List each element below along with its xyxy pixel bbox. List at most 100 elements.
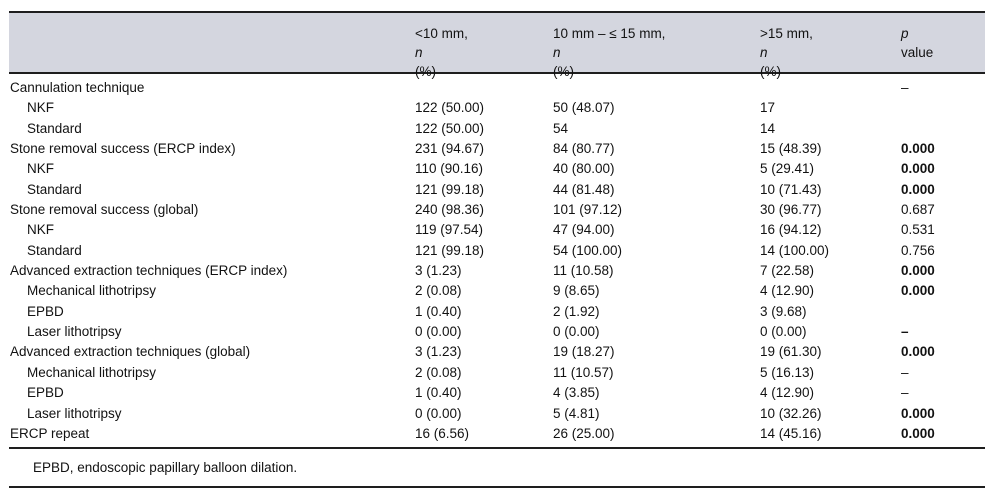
cell-pvalue: 0.000 xyxy=(901,344,935,360)
header-line2: n (%) xyxy=(760,45,781,79)
cell-gt15mm: 0 (0.00) xyxy=(760,324,807,340)
header-bottom-rule xyxy=(9,72,985,74)
cell-10to15mm: 9 (8.65) xyxy=(553,283,600,299)
row-label: EPBD xyxy=(27,385,64,401)
cell-gt15mm: 4 (12.90) xyxy=(760,283,815,299)
footnote-text: EPBD, endoscopic papillary balloon dilat… xyxy=(33,460,298,476)
row-label: Cannulation technique xyxy=(10,80,145,95)
table-row: NKF 119 (97.54) 47 (94.00) 16 (94.12) 0.… xyxy=(9,220,985,240)
cell-pvalue: 0.000 xyxy=(901,405,935,421)
cell-10to15mm: 50 (48.07) xyxy=(553,100,615,116)
row-label: ERCP repeat xyxy=(10,425,90,441)
table-row: Stone removal success (ERCP index) 231 (… xyxy=(9,139,985,159)
cell-pvalue: 0.531 xyxy=(901,222,935,238)
row-label: Laser lithotripsy xyxy=(27,324,122,340)
row-label: NKF xyxy=(27,161,54,177)
cell-pvalue: 0.000 xyxy=(901,425,935,441)
cell-gt15mm: 14 (45.16) xyxy=(760,425,822,441)
table-row: Stone removal success (global) 240 (98.3… xyxy=(9,200,985,220)
cell-lt10mm: 122 (50.00) xyxy=(415,120,485,136)
cell-pvalue xyxy=(901,119,985,139)
table-top-rule xyxy=(9,11,985,13)
cell-lt10mm: 110 (90.16) xyxy=(415,161,484,177)
table-row: Mechanical lithotripsy 2 (0.08) 9 (8.65)… xyxy=(9,281,985,301)
table-row: EPBD 1 (0.40) 4 (3.85) 4 (12.90) – xyxy=(9,383,985,403)
cell-pvalue: 0.000 xyxy=(901,161,935,177)
cell-lt10mm: 121 (99.18) xyxy=(415,242,485,258)
cell-gt15mm: 4 (12.90) xyxy=(760,385,815,401)
row-label: Standard xyxy=(27,120,82,136)
row-label: NKF xyxy=(27,100,54,116)
cell-lt10mm: 1 (0.40) xyxy=(415,385,462,401)
cell-10to15mm xyxy=(553,78,760,98)
cell-lt10mm: 16 (6.56) xyxy=(415,425,470,441)
table-row: EPBD 1 (0.40) 2 (1.92) 3 (9.68) xyxy=(9,302,985,322)
cell-10to15mm: 101 (97.12) xyxy=(553,202,623,218)
cell-lt10mm: 2 (0.08) xyxy=(415,364,462,380)
cell-lt10mm: 119 (97.54) xyxy=(415,222,484,238)
row-label: Advanced extraction techniques (global) xyxy=(10,344,251,360)
row-label: NKF xyxy=(27,222,54,238)
cell-10to15mm: 54 xyxy=(553,120,569,136)
cell-lt10mm: 122 (50.00) xyxy=(415,100,485,116)
cell-pvalue: 0.000 xyxy=(901,263,935,279)
row-label: Standard xyxy=(27,242,82,258)
row-label: EPBD xyxy=(27,303,64,319)
row-label: Stone removal success (global) xyxy=(10,202,199,218)
cell-lt10mm: 121 (99.18) xyxy=(415,181,485,197)
table-row: Advanced extraction techniques (global) … xyxy=(9,342,985,362)
cell-pvalue: 0.000 xyxy=(901,141,935,157)
cell-gt15mm: 17 xyxy=(760,100,776,116)
cell-10to15mm: 11 (10.58) xyxy=(553,263,614,279)
table-row: Laser lithotripsy 0 (0.00) 0 (0.00) 0 (0… xyxy=(9,322,985,342)
figure-bottom-rule xyxy=(9,486,985,489)
cell-gt15mm: 14 (100.00) xyxy=(760,242,830,258)
row-label: Standard xyxy=(27,181,82,197)
table-row: Standard 121 (99.18) 54 (100.00) 14 (100… xyxy=(9,241,985,261)
table-row: Mechanical lithotripsy 2 (0.08) 11 (10.5… xyxy=(9,363,985,383)
header-col-pvalue: p value xyxy=(901,24,985,62)
header-line1: >15 mm, xyxy=(760,26,813,41)
cell-pvalue: – xyxy=(901,324,909,340)
row-label: Advanced extraction techniques (ERCP ind… xyxy=(10,263,288,279)
header-line1: p value xyxy=(901,26,934,60)
table-bottom-rule xyxy=(9,447,985,450)
cell-pvalue: 0.000 xyxy=(901,283,935,299)
cell-pvalue: – xyxy=(901,80,909,95)
cell-10to15mm: 84 (80.77) xyxy=(553,141,615,157)
cell-lt10mm: 1 (0.40) xyxy=(415,303,462,319)
table-row: Laser lithotripsy 0 (0.00) 5 (4.81) 10 (… xyxy=(9,404,985,424)
cell-lt10mm: 0 (0.00) xyxy=(415,324,462,340)
cell-pvalue: 0.756 xyxy=(901,242,935,258)
header-line2: n (%) xyxy=(415,45,436,79)
cell-pvalue: – xyxy=(901,385,909,401)
cell-10to15mm: 47 (94.00) xyxy=(553,222,615,238)
cell-pvalue xyxy=(901,302,985,322)
cell-gt15mm: 7 (22.58) xyxy=(760,263,815,279)
cell-gt15mm xyxy=(760,78,901,98)
header-line1: 10 mm – ≤ 15 mm, xyxy=(553,26,666,41)
header-line1: <10 mm, xyxy=(415,26,468,41)
cell-gt15mm: 30 (96.77) xyxy=(760,202,822,218)
cell-gt15mm: 16 (94.12) xyxy=(760,222,822,238)
cell-gt15mm: 15 (48.39) xyxy=(760,141,822,157)
cell-lt10mm: 3 (1.23) xyxy=(415,263,462,279)
row-label: Mechanical lithotripsy xyxy=(27,364,157,380)
cell-10to15mm: 5 (4.81) xyxy=(553,405,600,421)
table-row: Standard 121 (99.18) 44 (81.48) 10 (71.4… xyxy=(9,180,985,200)
header-col-10to15mm: 10 mm – ≤ 15 mm, n (%) xyxy=(553,24,760,81)
cell-gt15mm: 14 xyxy=(760,120,776,136)
table-row: Standard 122 (50.00) 54 14 xyxy=(9,119,985,139)
header-line2: n (%) xyxy=(553,45,574,79)
row-label: Laser lithotripsy xyxy=(27,405,122,421)
table-row: Cannulation technique – xyxy=(9,78,985,98)
cell-gt15mm: 5 (16.13) xyxy=(760,364,815,380)
cell-10to15mm: 2 (1.92) xyxy=(553,303,600,319)
cell-10to15mm: 4 (3.85) xyxy=(553,385,600,401)
table-footnote: EPBD, endoscopic papillary balloon dilat… xyxy=(9,449,985,486)
cell-pvalue xyxy=(901,98,985,118)
cell-10to15mm: 11 (10.57) xyxy=(553,364,614,380)
cell-10to15mm: 40 (80.00) xyxy=(553,161,615,177)
cell-pvalue: 0.687 xyxy=(901,202,935,218)
cell-lt10mm: 231 (94.67) xyxy=(415,141,485,157)
